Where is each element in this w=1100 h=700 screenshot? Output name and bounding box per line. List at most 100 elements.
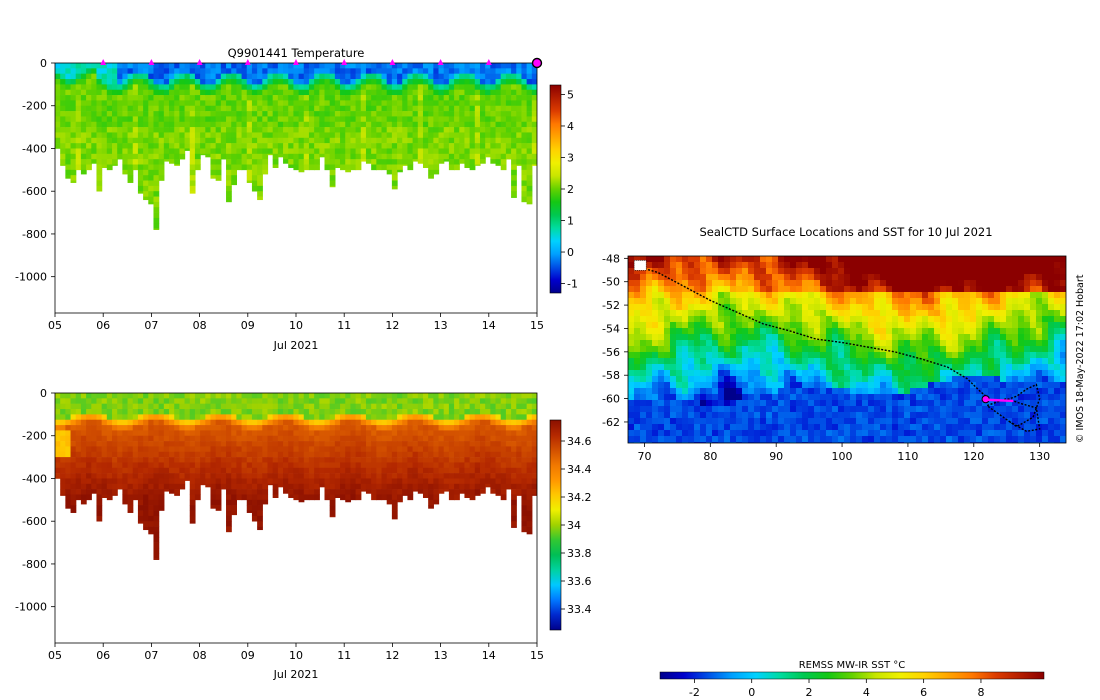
salinity-cell: [428, 414, 434, 421]
salinity-cell: [495, 446, 502, 453]
temperature-cell: [371, 137, 377, 144]
salinity-cell: [345, 483, 352, 490]
sst-cell: [904, 310, 911, 317]
temperature-cell: [505, 95, 512, 101]
temperature-cell: [376, 100, 383, 107]
salinity-cell: [511, 425, 517, 431]
sst-cell: [796, 322, 803, 329]
salinity-cell: [526, 398, 533, 404]
salinity-cell: [526, 510, 533, 517]
temperature-cell: [283, 148, 289, 155]
temperature-cell: [194, 84, 201, 91]
temperature-cell: [189, 143, 196, 149]
salinity-cell: [402, 393, 409, 399]
salinity-cell: [308, 430, 315, 437]
sst-cell: [976, 292, 983, 299]
salinity-cell: [257, 483, 263, 490]
salinity-cell: [137, 414, 144, 421]
salinity-cell: [511, 414, 517, 421]
salinity-cell: [148, 446, 155, 453]
temperature-cell: [345, 100, 352, 107]
sst-cell: [1000, 328, 1007, 335]
sst-cell: [634, 316, 641, 323]
sst-cell: [700, 304, 707, 311]
sst-cell: [904, 328, 911, 335]
sst-cell: [934, 286, 941, 293]
salinity-cell: [65, 414, 72, 421]
temperature-cell: [112, 132, 118, 139]
salinity-cell: [65, 473, 72, 479]
sst-cell: [862, 286, 869, 293]
salinity-cell: [505, 462, 512, 469]
salinity-cell: [381, 494, 388, 501]
temperature-cell: [402, 89, 409, 96]
salinity-cell: [360, 489, 367, 492]
temperature-cell: [422, 137, 429, 144]
temperature-cell: [143, 121, 149, 128]
temperature-cell: [226, 143, 232, 149]
temperature-cell: [386, 73, 393, 80]
salinity-cell: [308, 478, 315, 485]
salinity-cell: [226, 489, 232, 495]
sst-cell: [790, 304, 797, 311]
salinity-cell: [334, 409, 341, 415]
temperature-cell: [293, 105, 300, 112]
temperature-cell: [277, 68, 284, 74]
salinity-cell: [91, 435, 98, 442]
salinity-cell: [231, 446, 237, 453]
salinity-cell: [174, 473, 180, 479]
salinity-cell: [298, 393, 305, 399]
sst-cell: [868, 292, 875, 299]
salinity-cell: [521, 489, 528, 495]
temperature-cell: [391, 132, 398, 139]
temperature-cell: [365, 68, 372, 74]
temperature-cell: [179, 116, 186, 123]
temperature-cell: [308, 79, 315, 85]
salinity-cell: [117, 446, 123, 453]
salinity-cell: [189, 398, 196, 404]
temperature-cell: [433, 95, 440, 101]
salinity-cell: [127, 435, 134, 442]
salinity-cell: [163, 489, 170, 492]
salinity-cell: [433, 409, 440, 415]
salinity-cell: [257, 409, 263, 415]
sst-cell: [1060, 268, 1066, 275]
salinity-cell: [288, 409, 295, 415]
salinity-cell: [86, 403, 92, 410]
sst-cell: [670, 298, 677, 305]
salinity-cell: [96, 393, 103, 399]
sst-cell: [928, 280, 935, 287]
salinity-cell: [308, 494, 315, 501]
temperature-cell: [210, 111, 217, 117]
salinity-cell: [246, 489, 253, 495]
sst-cell: [910, 262, 917, 269]
sst-cell: [934, 334, 941, 341]
sst-cell: [844, 280, 851, 287]
salinity-cell: [350, 393, 357, 399]
salinity-cell: [500, 398, 507, 404]
temperature-cell: [60, 121, 66, 128]
sst-cell: [652, 328, 659, 335]
temperature-cell: [189, 63, 196, 69]
salinity-cell: [511, 505, 517, 511]
temperature-cell: [122, 68, 129, 74]
salinity-cell: [75, 478, 82, 485]
temperature-cell: [360, 111, 367, 117]
salinity-cell: [106, 393, 113, 399]
sst-cell: [946, 256, 953, 263]
salinity-cell: [127, 393, 134, 399]
salinity-cell: [293, 446, 300, 453]
temperature-cell: [381, 137, 388, 144]
salinity-cell: [500, 494, 507, 501]
salinity-cell: [319, 478, 326, 485]
salinity-cell: [469, 467, 476, 474]
sst-cell: [964, 268, 971, 275]
temperature-cell: [288, 164, 295, 169]
salinity-cell: [474, 414, 481, 421]
temperature-cell: [381, 121, 388, 128]
temperature-cell: [495, 137, 502, 144]
temperature-cell: [334, 68, 341, 74]
temperature-cell: [148, 84, 155, 91]
temperature-cell: [174, 132, 180, 139]
salinity-cell: [205, 441, 212, 447]
